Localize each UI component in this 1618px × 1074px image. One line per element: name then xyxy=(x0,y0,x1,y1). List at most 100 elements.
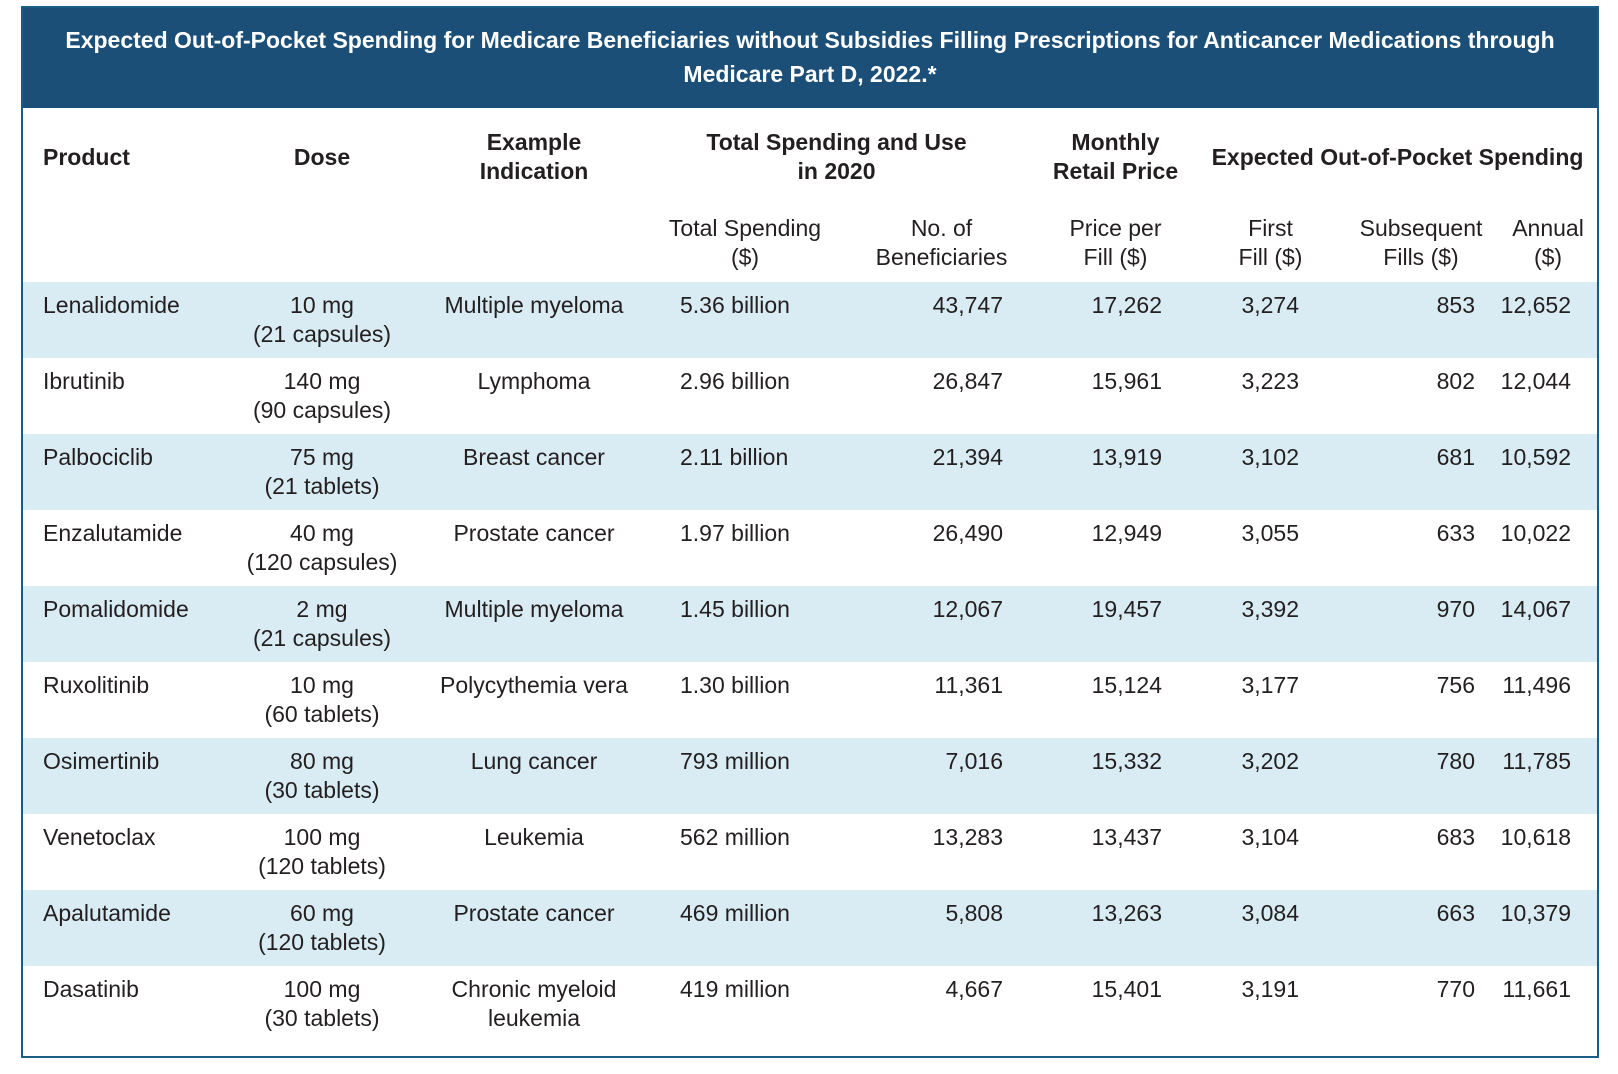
cell-dose-amount: 100 mg xyxy=(283,976,361,1002)
cell-beneficiaries: 4,667 xyxy=(945,976,1003,1002)
table-row: Enzalutamide 40 mg (120 capsules) Prostate … xyxy=(23,510,1597,586)
cell-indication-line1: Chronic myeloid xyxy=(451,976,617,1002)
cell-price-per-fill: 19,457 xyxy=(1033,586,1198,662)
cell-annual: 12,652 xyxy=(1499,282,1598,358)
cell-dose-amount: 2 mg xyxy=(296,596,348,622)
cell-beneficiaries: 26,847 xyxy=(932,368,1003,394)
cell-dose-quantity: (21 capsules) xyxy=(252,625,392,651)
cell-dose: 100 mg (30 tablets) xyxy=(216,966,428,1042)
cell-indication: Lung cancer xyxy=(428,738,640,814)
cell-total-spending: 562 million xyxy=(680,824,790,850)
cell-subsequent-fills: 681 xyxy=(1343,434,1499,510)
cell-product: Ibrutinib xyxy=(43,368,125,394)
cell-indication-line1: Leukemia xyxy=(484,824,584,850)
cell-dose-quantity: (120 tablets) xyxy=(258,929,386,955)
header-annual: Annual ($) xyxy=(1499,206,1597,282)
cell-price-per-fill: 17,262 xyxy=(1033,282,1198,358)
header-beneficiaries: No. of Beneficiaries xyxy=(850,206,1033,282)
table-row: Palbociclib 75 mg (21 tablets) Breast cance… xyxy=(23,434,1598,510)
cell-dose-amount: 75 mg xyxy=(290,444,354,470)
cell-indication: Breast cancer xyxy=(428,434,640,510)
header-total-spending-text: Total Spending ($) xyxy=(668,215,822,270)
cell-annual: 11,785 xyxy=(1499,738,1598,814)
cell-beneficiaries: 11,361 xyxy=(934,672,1003,698)
cell-dose: 10 mg (60 tablets) xyxy=(216,662,428,738)
cell-subsequent-fills: 756 xyxy=(1436,672,1475,698)
cell-dose-quantity: (30 tablets) xyxy=(264,777,380,803)
cell-dose-amount: 10 mg xyxy=(290,292,354,318)
cell-product: Apalutamide xyxy=(23,890,216,966)
cell-total-spending: 419 million xyxy=(680,976,790,1002)
header-empty-3 xyxy=(428,206,640,282)
cell-total-spending: 469 million xyxy=(640,890,850,966)
cell-beneficiaries: 12,067 xyxy=(850,586,1033,662)
header-indication: Example Indication xyxy=(428,108,640,206)
header-price-per-fill-text: Price per Fill ($) xyxy=(1069,215,1162,270)
header-empty-1 xyxy=(23,206,216,282)
cell-dose-amount: 80 mg xyxy=(290,748,354,774)
cell-indication-line1: Polycythemia vera xyxy=(440,672,628,698)
cell-price-per-fill: 12,949 xyxy=(1091,520,1162,546)
cell-first-fill: 3,102 xyxy=(1198,434,1343,510)
header-subsequent-fills: Subsequent Fills ($) xyxy=(1343,206,1499,282)
header-oop-group: Expected Out-of-Pocket Spending xyxy=(1211,143,1584,170)
cell-dose: 80 mg (30 tablets) xyxy=(216,738,428,814)
header-annual-text: Annual ($) xyxy=(1512,215,1584,270)
cell-dose-quantity: (60 tablets) xyxy=(264,701,380,727)
header-row-columns: Total Spending ($) No. of Beneficiaries … xyxy=(23,206,1597,282)
cell-indication: Lymphoma xyxy=(428,358,640,434)
cell-indication-line1: Multiple myeloma xyxy=(444,292,624,318)
cell-subsequent-fills: 683 xyxy=(1436,824,1475,850)
cell-annual: 10,592 xyxy=(1499,434,1598,510)
cell-first-fill: 3,055 xyxy=(1241,520,1299,546)
cell-beneficiaries: 7,016 xyxy=(850,738,1033,814)
cell-first-fill: 3,274 xyxy=(1198,282,1343,358)
cell-dose-quantity: (120 capsules) xyxy=(246,549,398,575)
cell-price-per-fill: 13,437 xyxy=(1091,824,1162,850)
cell-subsequent-fills: 802 xyxy=(1436,368,1475,394)
cell-total-spending: 2.96 billion xyxy=(680,368,790,394)
cell-indication: Multiple myeloma xyxy=(428,282,640,358)
cell-dose: 75 mg (21 tablets) xyxy=(216,434,428,510)
cell-subsequent-fills: 770 xyxy=(1436,976,1475,1002)
cell-annual: 12,044 xyxy=(1500,368,1572,394)
cell-indication-line1: Lymphoma xyxy=(477,368,591,394)
cell-indication-line1: Multiple myeloma xyxy=(444,596,624,622)
cell-product: Ruxolitinib xyxy=(43,672,150,698)
header-monthly-group: Monthly Retail Price xyxy=(1033,108,1198,206)
header-subsequent-fills-text: Subsequent Fills ($) xyxy=(1359,215,1483,270)
cell-dose: 2 mg (21 capsules) xyxy=(216,586,428,662)
header-monthly-group-text: Monthly Retail Price xyxy=(1052,129,1179,184)
cell-dose: 40 mg (120 capsules) xyxy=(216,510,428,586)
cell-first-fill: 3,223 xyxy=(1241,368,1299,394)
cell-total-spending: 2.11 billion xyxy=(640,434,850,510)
cell-indication: Leukemia xyxy=(428,814,640,890)
cell-dose: 140 mg (90 capsules) xyxy=(216,358,428,434)
cell-price-per-fill: 15,332 xyxy=(1033,738,1198,814)
cell-dose-quantity: (90 capsules) xyxy=(252,397,392,423)
cell-indication: Prostate cancer xyxy=(428,510,640,586)
cell-first-fill: 3,392 xyxy=(1198,586,1343,662)
cell-annual: 10,618 xyxy=(1500,824,1572,850)
cell-beneficiaries: 26,490 xyxy=(932,520,1003,546)
header-empty-2 xyxy=(216,206,428,282)
cell-price-per-fill: 13,919 xyxy=(1033,434,1198,510)
cell-dose: 60 mg (120 tablets) xyxy=(216,890,428,966)
cell-product: Enzalutamide xyxy=(43,520,183,546)
header-dose: Dose xyxy=(293,143,351,170)
cell-indication: Polycythemia vera xyxy=(428,662,640,738)
header-total-spending: Total Spending ($) xyxy=(640,206,850,282)
table-row: Dasatinib 100 mg (30 tablets) Chronic myelo… xyxy=(23,966,1597,1042)
cell-annual: 10,379 xyxy=(1499,890,1598,966)
cell-annual: 10,022 xyxy=(1500,520,1572,546)
table-row: Ruxolitinib 10 mg (60 tablets) Polycythemia… xyxy=(23,662,1597,738)
cell-indication: Multiple myeloma xyxy=(428,586,640,662)
cell-total-spending: 793 million xyxy=(640,738,850,814)
cell-dose: 100 mg (120 tablets) xyxy=(216,814,428,890)
spending-table: Product Dose Example Indication Total Sp… xyxy=(23,108,1598,1042)
cell-indication-line1: Prostate cancer xyxy=(453,900,615,926)
cell-price-per-fill: 13,263 xyxy=(1033,890,1198,966)
cell-total-spending: 1.97 billion xyxy=(680,520,790,546)
cell-price-per-fill: 15,401 xyxy=(1091,976,1162,1002)
table-body: Lenalidomide 10 mg (21 capsules) Multiple m… xyxy=(23,282,1598,1042)
